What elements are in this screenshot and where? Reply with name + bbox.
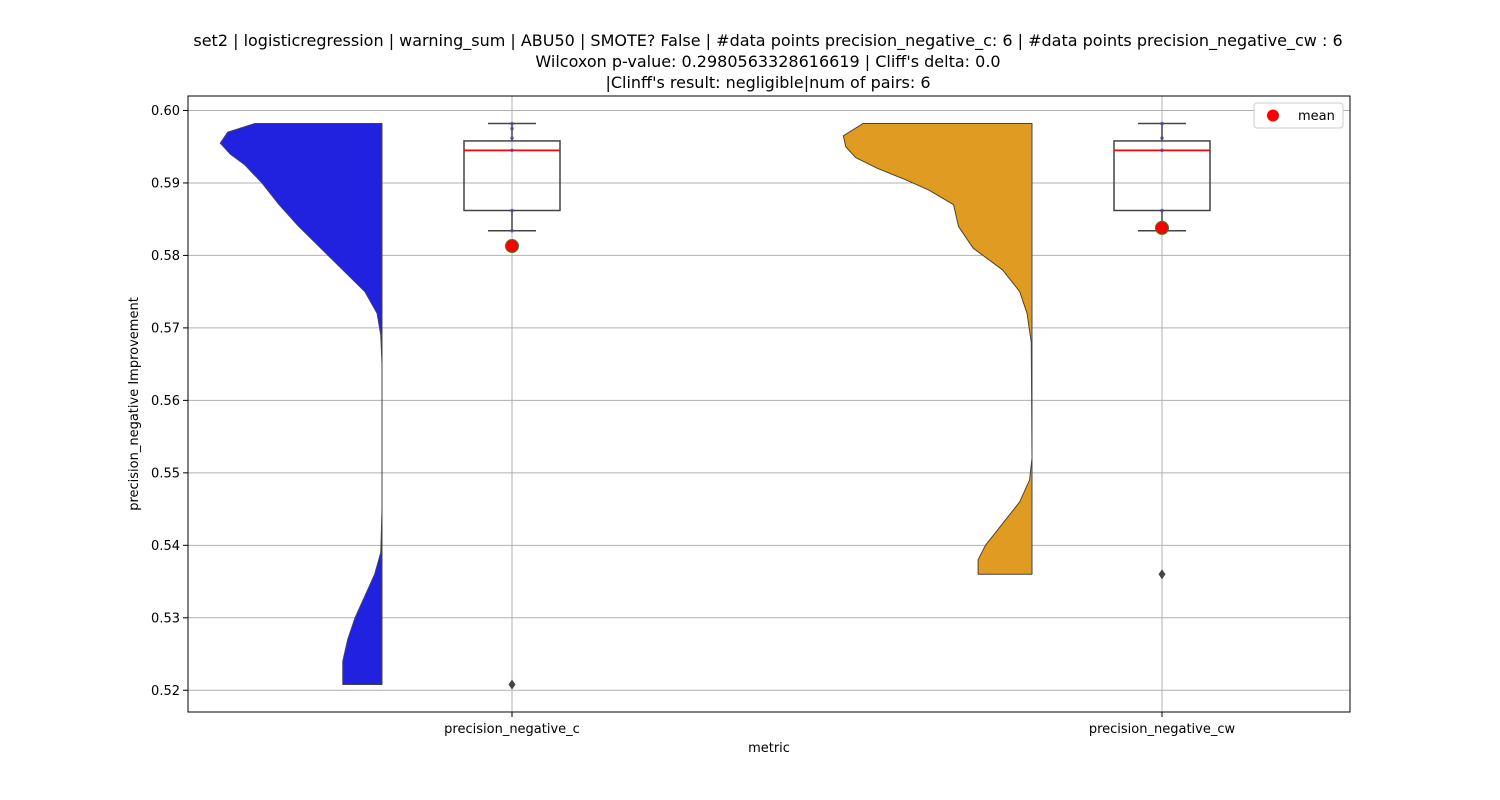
plot-frame	[187, 95, 1351, 713]
data-point-precision_negative_c-2	[510, 136, 514, 140]
y-tick-label-5: 0.57	[151, 321, 180, 336]
violins	[219, 123, 1033, 685]
y-tick-label-8: 0.60	[151, 104, 180, 119]
violin-precision_negative_c	[219, 123, 383, 685]
outlier-precision_negative_c-0	[508, 679, 516, 690]
y-tick-label-0: 0.52	[151, 684, 180, 699]
chart-title: set2 | logisticregression | warning_sum …	[193, 31, 1342, 92]
x-tick-label-1: precision_negative_cw	[1089, 722, 1236, 737]
legend-entry-mean: mean	[1298, 109, 1335, 124]
legend-mean-marker	[1267, 109, 1279, 122]
mean-marker-precision_negative_c	[505, 239, 519, 254]
data-point-precision_negative_cw-1	[1160, 136, 1164, 140]
legend: mean	[1253, 102, 1344, 129]
data-point-precision_negative_c-1	[510, 126, 514, 131]
data-point-precision_negative_c-3	[510, 148, 514, 153]
title-line-3: |Clinff's result: negligible|num of pair…	[605, 73, 930, 92]
data-point-precision_negative_c-0	[510, 121, 514, 126]
data-point-precision_negative_cw-2	[1160, 148, 1164, 153]
data-point-precision_negative_cw-0	[1160, 121, 1164, 126]
title-line-2: Wilcoxon p-value: 0.2980563328616619 | C…	[535, 52, 1000, 71]
y-tick-label-2: 0.54	[151, 539, 180, 554]
data-point-precision_negative_c-5	[510, 228, 514, 233]
y-tick-label-6: 0.58	[151, 249, 180, 264]
x-tick-label-0: precision_negative_c	[444, 722, 580, 737]
y-axis-label: precision_negative Improvement	[127, 297, 142, 511]
x-axis-label: metric	[748, 741, 790, 756]
y-axis-ticks: 0.52 0.53 0.54 0.55 0.56 0.57 0.58 0.59 0.60	[151, 104, 188, 699]
mean-marker-precision_negative_cw	[1155, 220, 1169, 235]
outlier-precision_negative_cw-0	[1158, 569, 1166, 580]
violin-precision_negative_cw	[842, 123, 1033, 575]
y-tick-label-1: 0.53	[151, 611, 180, 626]
legend-box	[1253, 102, 1344, 129]
y-tick-label-3: 0.55	[151, 466, 180, 481]
data-point-precision_negative_cw-3	[1160, 208, 1164, 213]
title-line-1: set2 | logisticregression | warning_sum …	[193, 31, 1342, 51]
y-tick-label-4: 0.56	[151, 394, 180, 409]
y-tick-label-7: 0.59	[151, 176, 180, 191]
data-point-precision_negative_c-4	[510, 208, 514, 213]
x-axis-ticks: precision_negative_c precision_negative_c…	[444, 712, 1236, 737]
data-points	[505, 121, 1169, 690]
